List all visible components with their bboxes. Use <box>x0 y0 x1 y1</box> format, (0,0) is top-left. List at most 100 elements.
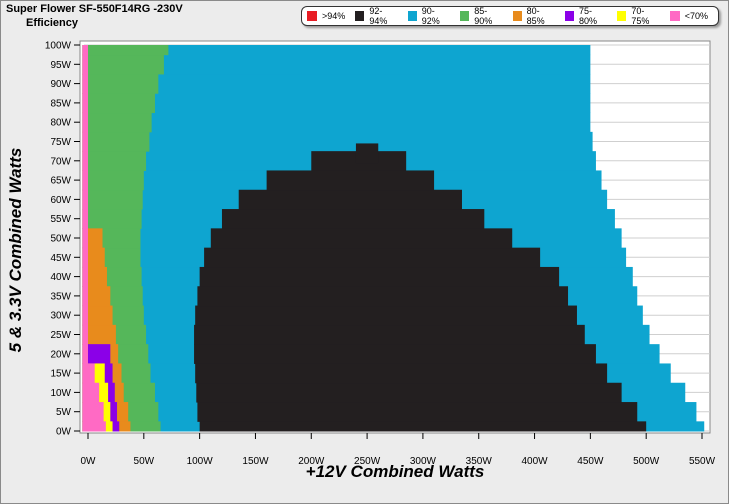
region-below-70 <box>82 266 88 287</box>
region-85-90 <box>82 131 150 152</box>
region-below-70 <box>82 363 95 384</box>
y-tick-label: 5W <box>56 407 72 418</box>
y-tick-label: 30W <box>50 311 71 322</box>
region-85-90 <box>82 112 152 133</box>
region-below-70 <box>82 228 88 249</box>
x-tick-label: 400W <box>521 456 548 467</box>
region-92-94 <box>197 286 569 307</box>
legend-item: 85-90% <box>460 6 502 26</box>
region-below-70 <box>82 402 104 422</box>
region-80-85 <box>82 266 107 287</box>
y-tick-label: 95W <box>50 60 71 71</box>
region-92-94 <box>355 143 379 164</box>
region-below-70 <box>82 151 88 171</box>
y-tick-label: 35W <box>50 291 71 302</box>
legend-label: 92-94% <box>369 6 388 26</box>
x-tick-label: 150W <box>242 456 269 467</box>
region-92-94 <box>238 189 462 210</box>
legend: >94% 92-94% 90-92% 85-90% 80-85% 75-80% 70-75%… <box>301 6 719 26</box>
region-85-90 <box>82 151 147 171</box>
y-tick-label: 45W <box>50 253 71 264</box>
region-90-92 <box>82 45 591 56</box>
legend-item: 90-92% <box>407 6 450 26</box>
region-85-90 <box>82 209 142 229</box>
x-tick-label: 200W <box>298 456 325 467</box>
region-below-70 <box>82 421 106 432</box>
y-tick-label: 75W <box>50 137 71 148</box>
region-92-94 <box>221 209 485 229</box>
y-tick-label: 80W <box>50 118 71 129</box>
legend-swatch <box>355 11 365 21</box>
region-below-70 <box>82 189 88 210</box>
region-below-70 <box>82 209 88 229</box>
x-tick-label: 450W <box>577 456 604 467</box>
x-tick-label: 0W <box>81 456 97 467</box>
region-80-85 <box>82 286 111 307</box>
legend-item: 75-80% <box>564 6 607 26</box>
chart-subtitle: Efficiency <box>26 17 78 29</box>
region-92-94 <box>199 266 560 287</box>
y-tick-label: 65W <box>50 176 71 187</box>
region-below-70 <box>82 324 88 345</box>
legend-item: <70% <box>669 11 708 21</box>
y-tick-label: 15W <box>50 369 71 380</box>
region-90-92 <box>82 93 591 114</box>
x-tick-label: 300W <box>410 456 437 467</box>
region-85-90 <box>82 189 143 210</box>
region-85-90 <box>82 54 164 75</box>
region-92-94 <box>195 305 577 326</box>
region-below-70 <box>82 286 88 307</box>
chart-title: Super Flower SF-550F14RG -230V <box>6 3 183 15</box>
region-90-92 <box>82 131 593 152</box>
legend-label: 70-75% <box>631 6 650 26</box>
legend-label: 90-92% <box>421 6 440 26</box>
region-85-90 <box>82 45 169 56</box>
y-tick-label: 10W <box>50 388 71 399</box>
x-tick-label: 500W <box>633 456 660 467</box>
legend-item: 70-75% <box>617 6 659 26</box>
region-85-90 <box>82 73 159 94</box>
region-below-70 <box>82 170 88 191</box>
region-90-92 <box>82 73 591 94</box>
region-90-92 <box>82 112 591 133</box>
region-below-70 <box>82 131 88 152</box>
y-tick-label: 60W <box>50 195 71 206</box>
region-75-80 <box>82 344 111 364</box>
y-tick-label: 85W <box>50 98 71 109</box>
legend-swatch <box>617 11 627 21</box>
region-92-94 <box>194 324 585 345</box>
y-tick-label: 55W <box>50 214 71 225</box>
region-85-90 <box>82 93 155 114</box>
region-92-94 <box>210 228 513 249</box>
x-tick-label: 50W <box>134 456 155 467</box>
region-92-94 <box>195 363 608 384</box>
legend-swatch <box>407 11 417 21</box>
legend-label: <70% <box>684 11 708 21</box>
legend-label: 85-90% <box>474 6 493 26</box>
region-below-70 <box>82 73 88 94</box>
region-85-90 <box>82 170 144 191</box>
legend-label: 80-85% <box>526 6 545 26</box>
region-92-94 <box>196 382 622 403</box>
legend-label: >94% <box>322 11 346 21</box>
region-below-70 <box>82 382 100 403</box>
legend-item: >94% <box>307 11 345 21</box>
region-below-70 <box>82 54 88 75</box>
y-tick-labels: 100W 95W 90W 85W 80W 75W 70W 65W 60W 55W 50W 45W 40W… <box>45 41 80 438</box>
legend-label: 75-80% <box>579 6 598 26</box>
region-below-70 <box>82 112 88 133</box>
region-92-94 <box>194 344 596 364</box>
legend-swatch <box>564 11 575 21</box>
x-axis-label: +12V Combined Watts <box>305 462 485 481</box>
x-tick-label: 250W <box>354 456 381 467</box>
y-tick-label: 90W <box>50 79 71 90</box>
x-tick-label: 350W <box>466 456 493 467</box>
region-below-70 <box>82 344 88 364</box>
region-below-70 <box>82 305 88 326</box>
region-92-94 <box>197 402 638 422</box>
x-tick-label: 550W <box>689 456 716 467</box>
region-92-94 <box>266 170 435 191</box>
y-tick-label: 40W <box>50 272 71 283</box>
region-below-70 <box>82 45 88 56</box>
